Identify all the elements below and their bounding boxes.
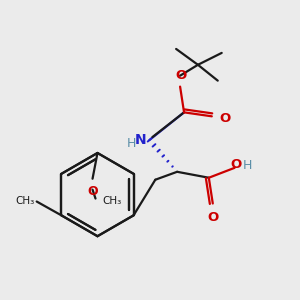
Text: O: O	[207, 212, 218, 224]
Text: H: H	[127, 136, 136, 150]
Text: O: O	[230, 158, 241, 171]
Text: O: O	[176, 69, 187, 82]
Text: CH₃: CH₃	[16, 196, 35, 206]
Text: N: N	[135, 133, 146, 147]
Text: O: O	[87, 185, 98, 198]
Text: O: O	[220, 112, 231, 125]
Text: CH₃: CH₃	[103, 196, 122, 206]
Text: H: H	[242, 159, 252, 172]
